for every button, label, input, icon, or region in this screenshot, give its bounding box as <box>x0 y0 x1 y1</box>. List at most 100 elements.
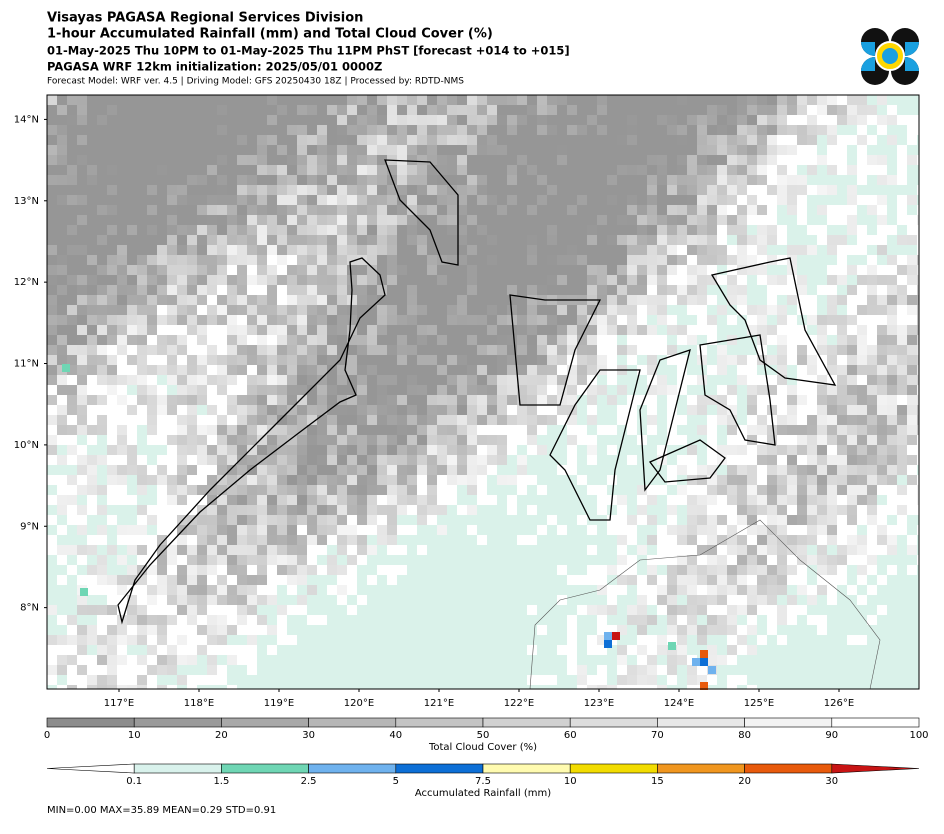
cloud-cell <box>77 155 87 165</box>
cloud-cell <box>757 635 767 645</box>
cloud-cell <box>397 145 407 155</box>
cloud-cell <box>557 485 567 495</box>
cloud-cell <box>357 335 367 345</box>
cloud-cell <box>537 205 547 215</box>
cloud-cell <box>827 245 837 255</box>
cloud-cell <box>357 345 367 355</box>
cloud-cell <box>907 315 917 325</box>
cloud-cell <box>797 305 807 315</box>
cloud-cell <box>57 255 67 265</box>
cloud-cell <box>767 435 777 445</box>
cloud-cell <box>807 325 817 335</box>
cloud-cell <box>57 555 67 565</box>
cloud-cell <box>107 505 117 515</box>
cloud-cell <box>637 295 647 305</box>
cloud-cell <box>707 315 717 325</box>
cloud-cell <box>537 95 547 105</box>
cloud-cell <box>577 655 587 665</box>
cloud-cell <box>617 125 627 135</box>
cloud-cell <box>557 605 567 615</box>
cloud-cell <box>337 425 347 435</box>
cloud-cell <box>357 635 367 645</box>
cloud-cell <box>617 385 627 395</box>
cloud-cell <box>337 575 347 585</box>
cloud-cell <box>547 305 557 315</box>
cloud-cell <box>57 615 67 625</box>
cloud-cell <box>157 645 167 655</box>
cloud-cell <box>377 285 387 295</box>
cloud-cell <box>387 295 397 305</box>
cloud-cell <box>607 535 617 545</box>
cloud-cell <box>387 575 397 585</box>
cloud-cell <box>857 95 867 105</box>
cloud-cell <box>877 335 887 345</box>
cloud-cell <box>417 335 427 345</box>
cloud-cell <box>817 105 827 115</box>
cloud-cell <box>287 275 297 285</box>
cloud-cell <box>347 215 357 225</box>
cloud-cell <box>197 115 207 125</box>
cloud-cell <box>447 435 457 445</box>
cloud-cell <box>767 625 777 635</box>
cloud-cell <box>477 285 487 295</box>
cloud-cell <box>507 415 517 425</box>
cloud-cell <box>177 545 187 555</box>
cloud-cell <box>777 195 787 205</box>
cloud-cell <box>387 325 397 335</box>
cloud-cell <box>87 415 97 425</box>
cloud-cell <box>617 245 627 255</box>
cloud-cell <box>367 235 377 245</box>
cloud-cell <box>167 375 177 385</box>
cloud-cell <box>247 225 257 235</box>
cloud-cell <box>867 425 877 435</box>
cloud-cell <box>357 115 367 125</box>
cloud-cell <box>337 385 347 395</box>
cloud-cell <box>317 275 327 285</box>
cloud-cell <box>57 275 67 285</box>
cloud-cell <box>507 195 517 205</box>
cloud-cell <box>537 365 547 375</box>
cloud-cell <box>87 365 97 375</box>
cloud-cell <box>377 205 387 215</box>
cloud-cell <box>827 605 837 615</box>
cloud-cell <box>317 155 327 165</box>
cloud-cell <box>387 515 397 525</box>
cloud-cell <box>887 425 897 435</box>
cloud-cell <box>497 495 507 505</box>
cloud-cell <box>157 295 167 305</box>
cloud-cell <box>137 325 147 335</box>
cloud-cell <box>837 515 847 525</box>
cloud-cell <box>277 485 287 495</box>
cloud-cell <box>227 375 237 385</box>
cloud-cell <box>437 535 447 545</box>
cloud-cell <box>487 635 497 645</box>
cloud-cell <box>827 295 837 305</box>
cloud-cell <box>887 445 897 455</box>
cloud-cell <box>727 405 737 415</box>
cloud-cell <box>377 415 387 425</box>
cloud-cell <box>117 275 127 285</box>
cloud-cell <box>537 495 547 505</box>
cloud-cell <box>177 255 187 265</box>
cloud-cell <box>137 205 147 215</box>
cloud-cell <box>577 645 587 655</box>
cloud-cell <box>847 625 857 635</box>
cloud-cell <box>667 115 677 125</box>
cloud-cell <box>337 105 347 115</box>
cloud-cell <box>147 515 157 525</box>
cloud-cell <box>97 155 107 165</box>
cloud-cell <box>707 375 717 385</box>
cloud-cell <box>337 495 347 505</box>
cloud-cell <box>67 615 77 625</box>
cloud-cell <box>67 425 77 435</box>
cloud-cell <box>357 645 367 655</box>
cloud-cell <box>227 475 237 485</box>
cloud-cell <box>887 635 897 645</box>
cloud-cell <box>287 175 297 185</box>
cloud-cell <box>897 95 907 105</box>
cloud-cell <box>847 475 857 485</box>
cloud-cell <box>777 245 787 255</box>
cloud-cell <box>377 245 387 255</box>
cloud-cell <box>627 245 637 255</box>
cloud-cell <box>437 645 447 655</box>
